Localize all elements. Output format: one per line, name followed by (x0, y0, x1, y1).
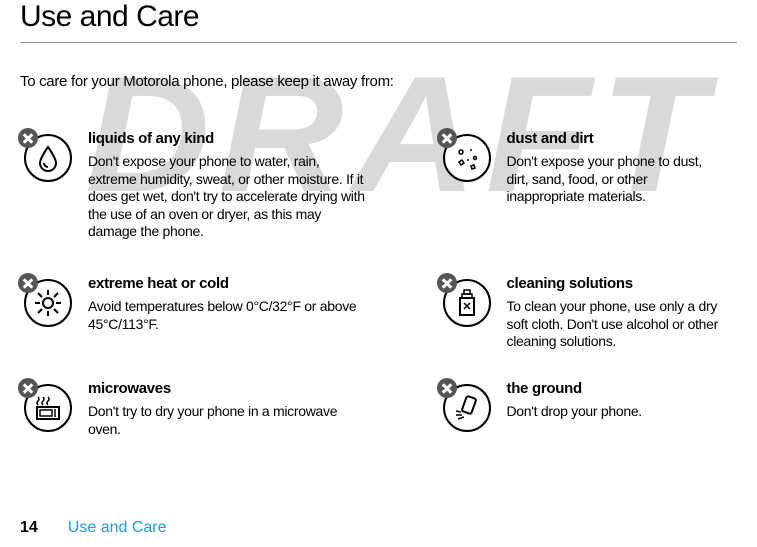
dust-icon (439, 130, 491, 182)
item-ground: the ground Don't drop your phone. (439, 380, 738, 485)
col-left: liquids of any kind Don't expose your ph… (20, 130, 379, 485)
item-microwaves: microwaves Don't try to dry your phone i… (20, 380, 379, 485)
ground-icon (439, 380, 491, 432)
intro-text: To care for your Motorola phone, please … (20, 73, 737, 90)
liquids-icon (20, 130, 72, 182)
ground-body: Don't drop your phone. (507, 403, 728, 421)
microwaves-icon (20, 380, 72, 432)
microwaves-title: microwaves (88, 380, 369, 397)
microwaves-body: Don't try to dry your phone in a microwa… (88, 403, 369, 438)
liquids-title: liquids of any kind (88, 130, 369, 147)
heat-title: extreme heat or cold (88, 275, 369, 292)
liquids-body: Don't expose your phone to water, rain, … (88, 153, 369, 241)
footer-title: Use and Care (68, 519, 167, 537)
col-right: dust and dirt Don't expose your phone to… (379, 130, 738, 485)
item-cleaning: cleaning solutions To clean your phone, … (439, 275, 738, 380)
item-liquids: liquids of any kind Don't expose your ph… (20, 130, 379, 275)
dust-title: dust and dirt (507, 130, 728, 147)
heat-body: Avoid temperatures below 0°C/32°F or abo… (88, 298, 369, 333)
item-heat: extreme heat or cold Avoid temperatures … (20, 275, 379, 380)
ground-title: the ground (507, 380, 728, 397)
care-grid: liquids of any kind Don't expose your ph… (20, 130, 737, 485)
dust-body: Don't expose your phone to dust, dirt, s… (507, 153, 728, 206)
page-title: Use and Care (20, 0, 737, 43)
page-number: 14 (20, 519, 38, 537)
cleaning-icon (439, 275, 491, 327)
item-dust: dust and dirt Don't expose your phone to… (439, 130, 738, 275)
heat-icon (20, 275, 72, 327)
cleaning-title: cleaning solutions (507, 275, 728, 292)
cleaning-body: To clean your phone, use only a dry soft… (507, 298, 728, 351)
footer: 14 Use and Care (20, 519, 167, 537)
